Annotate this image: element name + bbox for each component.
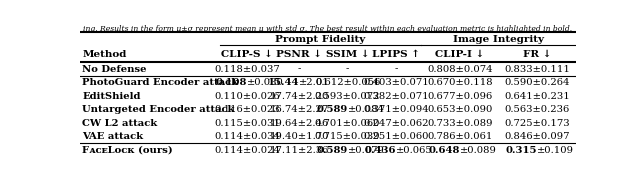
Text: EditShield: EditShield — [83, 92, 141, 101]
Text: 0.677±0.096: 0.677±0.096 — [427, 92, 492, 101]
Text: 0.589: 0.589 — [316, 105, 348, 114]
Text: ±0.084: ±0.084 — [348, 105, 385, 114]
Text: PSNR ↓: PSNR ↓ — [276, 50, 322, 59]
Text: ing. Results in the form μ±σ represent mean μ with std σ. The best result within: ing. Results in the form μ±σ represent m… — [83, 25, 573, 33]
Text: ±2.01: ±2.01 — [300, 78, 330, 87]
Text: 0.833±0.111: 0.833±0.111 — [504, 65, 570, 74]
Text: 0.715±0.039: 0.715±0.039 — [315, 132, 380, 141]
Text: -: - — [346, 65, 349, 74]
Text: 0.247±0.062: 0.247±0.062 — [364, 119, 429, 128]
Text: 17.11±2.36: 17.11±2.36 — [269, 146, 329, 155]
Text: 17.74±2.20: 17.74±2.20 — [269, 92, 329, 101]
Text: ±0.030: ±0.030 — [247, 78, 284, 87]
Text: 0.670±0.118: 0.670±0.118 — [427, 78, 493, 87]
Text: 0.653±0.090: 0.653±0.090 — [427, 105, 492, 114]
Text: 15.44: 15.44 — [268, 78, 300, 87]
Text: 0.116±0.023: 0.116±0.023 — [214, 105, 280, 114]
Text: 0.436: 0.436 — [365, 146, 396, 155]
Text: ±0.109: ±0.109 — [537, 146, 574, 155]
Text: 0.118±0.037: 0.118±0.037 — [214, 65, 280, 74]
Text: 0.641±0.231: 0.641±0.231 — [504, 92, 570, 101]
Text: 19.64±2.46: 19.64±2.46 — [269, 119, 329, 128]
Text: 0.590±0.264: 0.590±0.264 — [504, 78, 570, 87]
Text: Prompt Fidelity: Prompt Fidelity — [275, 35, 365, 44]
Text: 0.733±0.089: 0.733±0.089 — [427, 119, 492, 128]
Text: 0.648: 0.648 — [428, 146, 460, 155]
Text: -: - — [394, 65, 398, 74]
Text: 0.251±0.060: 0.251±0.060 — [364, 132, 429, 141]
Text: ±0.079: ±0.079 — [348, 146, 385, 155]
Text: 0.382±0.071: 0.382±0.071 — [364, 92, 429, 101]
Text: 0.114±0.034: 0.114±0.034 — [214, 132, 280, 141]
Text: CW L2 attack: CW L2 attack — [83, 119, 157, 128]
Text: CLIP-S ↓: CLIP-S ↓ — [221, 50, 273, 59]
Text: LPIPS ↑: LPIPS ↑ — [372, 50, 420, 59]
Text: 0.403±0.071: 0.403±0.071 — [364, 78, 429, 87]
Text: 0.612±0.056: 0.612±0.056 — [315, 78, 380, 87]
Text: No Defense: No Defense — [83, 65, 147, 74]
Text: 0.115±0.031: 0.115±0.031 — [214, 119, 280, 128]
Text: 0.108: 0.108 — [216, 78, 247, 87]
Text: 19.40±1.70: 19.40±1.70 — [269, 132, 329, 141]
Text: FR ↓: FR ↓ — [523, 50, 551, 59]
Text: Untargeted Encoder attack: Untargeted Encoder attack — [83, 105, 235, 114]
Text: PhotoGuard Encoder attack: PhotoGuard Encoder attack — [83, 78, 239, 87]
Text: 0.114±0.024: 0.114±0.024 — [214, 146, 280, 155]
Text: 0.725±0.173: 0.725±0.173 — [504, 119, 570, 128]
Text: 0.315: 0.315 — [506, 146, 537, 155]
Text: VAE attack: VAE attack — [83, 132, 143, 141]
Text: FᴀᴄᴇLᴏᴄᴋ (ours): FᴀᴄᴇLᴏᴄᴋ (ours) — [83, 146, 173, 155]
Text: Method: Method — [83, 50, 127, 59]
Text: 0.371±0.094: 0.371±0.094 — [364, 105, 429, 114]
Text: Image Integrity: Image Integrity — [453, 35, 544, 44]
Text: 0.846±0.097: 0.846±0.097 — [504, 132, 570, 141]
Text: 16.74±2.27: 16.74±2.27 — [269, 105, 329, 114]
Text: -: - — [298, 65, 301, 74]
Text: ±0.089: ±0.089 — [460, 146, 497, 155]
Text: 0.593±0.072: 0.593±0.072 — [315, 92, 380, 101]
Text: 0.786±0.061: 0.786±0.061 — [427, 132, 492, 141]
Text: SSIM ↓: SSIM ↓ — [326, 50, 369, 59]
Text: 0.563±0.236: 0.563±0.236 — [504, 105, 570, 114]
Text: 0.110±0.026: 0.110±0.026 — [214, 92, 280, 101]
Text: CLIP-I ↓: CLIP-I ↓ — [435, 50, 484, 59]
Text: 0.701±0.060: 0.701±0.060 — [315, 119, 380, 128]
Text: 0.808±0.074: 0.808±0.074 — [427, 65, 493, 74]
Text: 0.589: 0.589 — [316, 146, 348, 155]
Text: ±0.065: ±0.065 — [396, 146, 433, 155]
